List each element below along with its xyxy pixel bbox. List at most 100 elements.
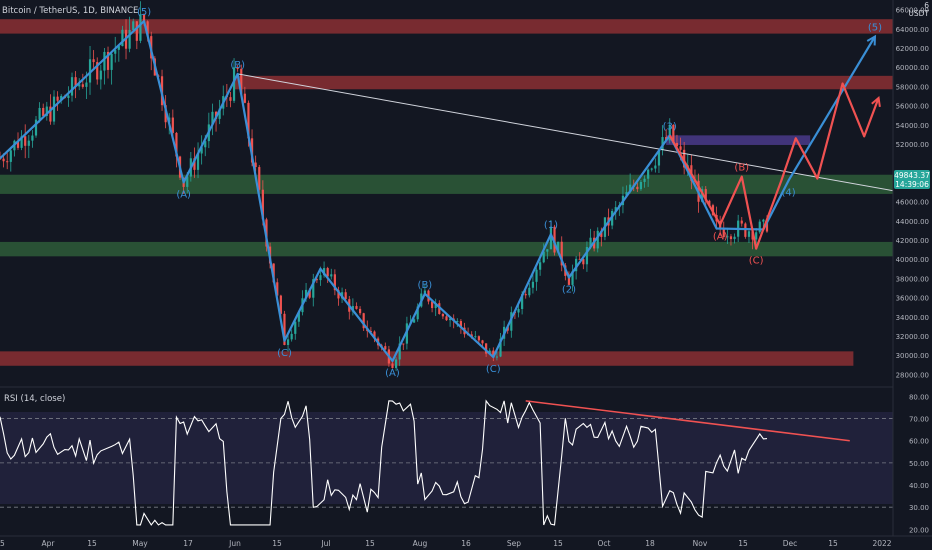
candle-body: [355, 306, 358, 309]
rsi-tick: 20.00: [909, 526, 929, 534]
candle-body: [589, 237, 592, 248]
candle-body: [229, 97, 232, 101]
candle-body: [434, 303, 437, 309]
candle-body: [16, 140, 20, 148]
candle-body: [96, 62, 99, 80]
candle-body: [740, 220, 743, 224]
candle-body: [575, 258, 578, 272]
zone-green: [0, 241, 919, 257]
time-tick: 16: [461, 539, 471, 548]
candle-body: [668, 124, 671, 141]
candle-body: [258, 167, 261, 190]
candle-body: [650, 168, 653, 170]
wave-label-blue: (5): [868, 22, 882, 33]
price-tick: 40000.00: [896, 256, 929, 264]
candle-body: [88, 59, 92, 83]
candle-body: [9, 150, 12, 162]
candle-body: [218, 108, 221, 119]
candle-body: [103, 51, 106, 71]
rsi-label: RSI (14, close): [4, 394, 65, 404]
candle-body: [441, 313, 444, 317]
candle-body: [521, 294, 524, 309]
candle-body: [74, 77, 77, 87]
time-tick: 15: [365, 539, 375, 548]
candle-body: [578, 258, 581, 260]
candle-body: [232, 67, 236, 101]
last-price-badge: [894, 170, 930, 189]
candle-body: [546, 249, 549, 252]
candle-body: [729, 236, 733, 240]
candle-body: [247, 102, 250, 139]
candle-body: [193, 158, 196, 170]
wave-label-blue: (B): [418, 280, 433, 291]
candle-body: [276, 282, 279, 296]
candle-body: [117, 46, 120, 50]
candle-body: [430, 301, 434, 309]
time-tick: 15: [828, 539, 838, 548]
candle-body: [52, 96, 56, 122]
time-tick: 15: [738, 539, 748, 548]
candle-body: [542, 251, 545, 263]
candle-body: [142, 14, 146, 22]
wave-label-red: (B): [734, 163, 749, 174]
rsi-tick: 40.00: [909, 482, 929, 490]
candle-body: [175, 132, 178, 157]
time-axis-bg: [0, 536, 932, 550]
candle-body: [78, 84, 81, 87]
candle-body: [135, 21, 138, 41]
time-tick: Apr: [42, 539, 56, 548]
wave-label-blue: (A): [176, 189, 191, 200]
candle-body: [560, 241, 563, 266]
candle-body: [636, 186, 639, 190]
wave-label-blue: (4): [781, 187, 795, 198]
candle-body: [128, 29, 131, 49]
price-tick: 42000.00: [896, 237, 929, 245]
candle-body: [236, 67, 239, 69]
candle-body: [747, 231, 751, 237]
candle-body: [449, 318, 452, 321]
candle-body: [304, 289, 308, 299]
candle-body: [312, 279, 315, 298]
candle-body: [639, 181, 643, 190]
time-tick: Jul: [320, 539, 330, 548]
rsi-line: [0, 399, 768, 526]
candle-body: [279, 295, 282, 314]
candle-body: [485, 343, 488, 354]
candle-body: [402, 343, 405, 345]
candle-body: [495, 356, 499, 358]
price-tick: 64000.00: [896, 26, 929, 34]
time-tick: Sep: [507, 539, 521, 548]
zone-red: [0, 19, 932, 34]
candle-body: [744, 223, 747, 237]
price-tick: 38000.00: [896, 275, 929, 283]
wave-label-blue: (C): [277, 348, 292, 359]
candle-body: [373, 331, 376, 339]
candle-body: [114, 49, 117, 54]
candle-body: [553, 226, 556, 253]
candle-body: [549, 226, 553, 250]
candle-body: [722, 229, 725, 238]
time-tick: Aug: [413, 539, 428, 548]
candle-body: [99, 70, 102, 80]
wave-label-red: (A): [713, 232, 728, 243]
elliott-wave-red: [668, 82, 880, 250]
candle-body: [27, 140, 30, 146]
candle-body: [675, 142, 679, 147]
price-tick: 52000.00: [896, 141, 929, 149]
price-tick: 44000.00: [896, 218, 929, 226]
candle-body: [762, 219, 765, 222]
wave-label-blue: (2): [562, 284, 576, 295]
rsi-tick: 30.00: [909, 504, 929, 512]
candle-body: [571, 271, 574, 285]
time-tick: Jun: [228, 539, 241, 548]
candle-body: [92, 59, 95, 63]
candle-body: [398, 343, 401, 360]
candle-body: [477, 336, 481, 341]
candle-body: [557, 241, 560, 253]
candle-body: [70, 77, 74, 96]
candle-body: [499, 338, 502, 357]
candle-body: [531, 281, 535, 288]
candle-body: [283, 313, 286, 345]
candle-body: [146, 21, 149, 37]
